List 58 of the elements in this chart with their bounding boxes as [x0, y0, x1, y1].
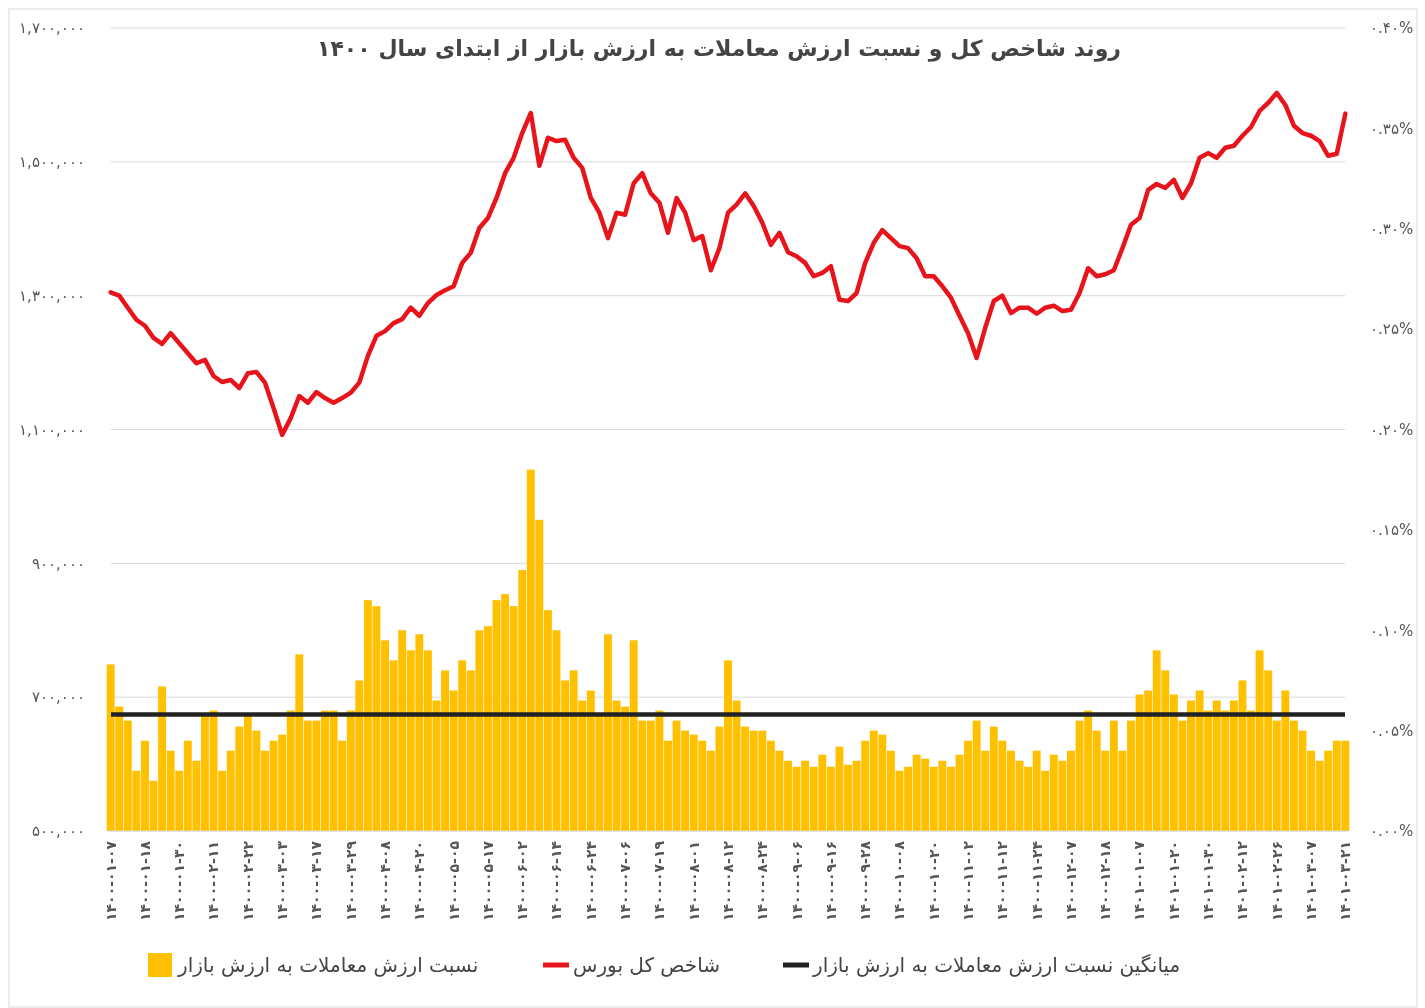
x-tick-label: ۱۴۰۰-۰۳-۰۳ [274, 840, 291, 921]
y2-tick-label: ۰.۲۵% [1370, 320, 1414, 339]
x-tick-label: ۱۴۰۰-۱۲-۱۸ [1097, 840, 1114, 921]
x-tick-label: ۱۴۰۱-۰۱-۲۰ [1165, 841, 1182, 921]
y-tick-label: ۹۰۰,۰۰۰ [31, 554, 85, 573]
y2-tick-label: ۰.۰۵% [1370, 721, 1414, 740]
legend-label: شاخص کل بورس [573, 953, 721, 977]
y-tick-label: ۷۰۰,۰۰۰ [31, 688, 85, 707]
x-tick-label: ۱۴۰۰-۱۰-۲۰ [925, 841, 942, 921]
x-tick-label: ۱۴۰۰-۰۷-۰۶ [617, 841, 634, 921]
x-tick-label: ۱۴۰۰-۰۴-۰۸ [376, 840, 393, 921]
y2-tick-label: ۰.۲۰% [1370, 420, 1414, 439]
y2-tick-label: ۰.۱۵% [1370, 521, 1414, 540]
x-tick-label: ۱۴۰۰-۱۱-۲۴ [1028, 840, 1045, 921]
y2-tick-label: ۰.۱۰% [1370, 621, 1414, 640]
x-tick-label: ۱۴۰۰-۱۱-۰۲ [959, 840, 976, 921]
x-tick-label: ۱۴۰۰-۰۳-۲۹ [342, 840, 359, 921]
y-tick-label: ۱,۳۰۰,۰۰۰ [19, 286, 85, 305]
x-tick-label: ۱۴۰۰-۰۶-۱۴ [548, 840, 565, 921]
x-tick-label: ۱۴۰۱-۰۲-۲۶ [1268, 841, 1285, 921]
x-tick-label: ۱۴۰۱-۰۳-۲۱ [1337, 841, 1354, 921]
legend-label: میانگین نسبت ارزش معاملات به ارزش بازار [812, 953, 1181, 977]
x-tick-label: ۱۴۰۱-۰۳-۰۷ [1302, 840, 1319, 921]
x-tick-label: ۱۴۰۰-۰۱-۰۷ [102, 840, 119, 921]
x-tick-label: ۱۴۰۰-۰۶-۰۲ [514, 840, 531, 921]
x-tick-label: ۱۴۰۰-۱۱-۱۲ [994, 840, 1011, 921]
y2-tick-label: ۰.۴۰% [1370, 19, 1414, 38]
x-tick-label: ۱۴۰۰-۰۹-۱۶ [822, 841, 839, 921]
x-tick-label: ۱۴۰۰-۰۵-۱۷ [479, 840, 496, 921]
x-tick-label: ۱۴۰۰-۰۸-۲۴ [754, 840, 771, 921]
x-tick-label: ۱۴۰۰-۱۰-۰۸ [891, 840, 908, 921]
x-tick-label: ۱۴۰۰-۰۴-۲۰ [411, 841, 428, 921]
x-tick-label: ۱۴۰۰-۰۲-۱۱ [205, 841, 222, 921]
line-series [108, 90, 1348, 438]
x-tick-label: ۱۴۰۰-۰۳-۱۷ [308, 840, 325, 921]
y-tick-label: ۱,۱۰۰,۰۰۰ [19, 420, 85, 439]
x-tick-label: ۱۴۰۰-۰۲-۲۲ [239, 840, 256, 921]
x-tick-label: ۱۴۰۰-۰۶-۲۴ [582, 840, 599, 921]
x-tick-label: ۱۴۰۱-۰۱-۳۰ [1200, 841, 1217, 921]
x-tick-label: ۱۴۰۰-۱۲-۰۷ [1062, 840, 1079, 921]
y-tick-label: ۱,۵۰۰,۰۰۰ [19, 153, 85, 172]
chart-title: روند شاخص کل و نسبت ارزش معاملات به ارزش بازار از ابتدای سال ۱۴۰۰ [317, 36, 1121, 62]
legend-label: نسبت ارزش معاملات به ارزش بازار [177, 953, 479, 977]
y2-tick-label: ۰.۳۵% [1370, 119, 1414, 138]
x-tick-label: ۱۴۰۰-۰۱-۱۸ [136, 840, 153, 921]
x-tick-label: ۱۴۰۰-۰۱-۳۰ [171, 841, 188, 921]
y2-tick-label: ۰.۰۰% [1370, 822, 1414, 841]
x-tick-label: ۱۴۰۰-۰۹-۲۸ [857, 840, 874, 921]
x-tick-label: ۱۴۰۰-۰۷-۱۹ [651, 840, 668, 921]
y-tick-label: ۵۰۰,۰۰۰ [31, 822, 85, 841]
x-tick-label: ۱۴۰۰-۰۹-۰۶ [788, 841, 805, 921]
x-tick-label: ۱۴۰۱-۰۲-۱۲ [1234, 840, 1251, 921]
x-tick-label: ۱۴۰۰-۰۸-۱۲ [719, 840, 736, 921]
x-tick-label: ۱۴۰۱-۰۱-۰۷ [1131, 840, 1148, 921]
y2-tick-label: ۰.۳۰% [1370, 220, 1414, 238]
y-tick-label: ۱,۷۰۰,۰۰۰ [19, 19, 85, 38]
x-tick-label: ۱۴۰۰-۰۸-۰۱ [685, 841, 702, 921]
x-tick-label: ۱۴۰۰-۰۵-۰۵ [445, 840, 462, 921]
